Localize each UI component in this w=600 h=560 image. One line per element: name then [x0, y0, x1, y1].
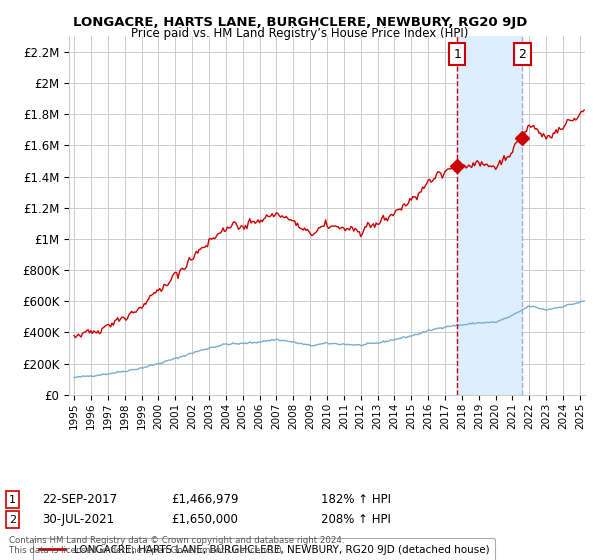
- Text: £1,466,979: £1,466,979: [171, 493, 239, 506]
- Text: 2: 2: [9, 515, 16, 525]
- Text: 182% ↑ HPI: 182% ↑ HPI: [321, 493, 391, 506]
- Text: 208% ↑ HPI: 208% ↑ HPI: [321, 513, 391, 526]
- Legend: LONGACRE, HARTS LANE, BURGHCLERE, NEWBURY, RG20 9JD (detached house), HPI: Avera: LONGACRE, HARTS LANE, BURGHCLERE, NEWBUR…: [33, 538, 496, 560]
- Text: Price paid vs. HM Land Registry’s House Price Index (HPI): Price paid vs. HM Land Registry’s House …: [131, 27, 469, 40]
- Text: Contains HM Land Registry data © Crown copyright and database right 2024.: Contains HM Land Registry data © Crown c…: [9, 536, 344, 545]
- Text: £1,650,000: £1,650,000: [171, 513, 238, 526]
- Text: LONGACRE, HARTS LANE, BURGHCLERE, NEWBURY, RG20 9JD: LONGACRE, HARTS LANE, BURGHCLERE, NEWBUR…: [73, 16, 527, 29]
- Text: 1: 1: [453, 48, 461, 61]
- Text: 22-SEP-2017: 22-SEP-2017: [42, 493, 117, 506]
- Text: 2: 2: [518, 48, 526, 61]
- Text: This data is licensed under the Open Government Licence v3.0.: This data is licensed under the Open Gov…: [9, 545, 284, 555]
- Bar: [457, 36, 522, 395]
- Text: 30-JUL-2021: 30-JUL-2021: [42, 513, 114, 526]
- Text: 1: 1: [9, 494, 16, 505]
